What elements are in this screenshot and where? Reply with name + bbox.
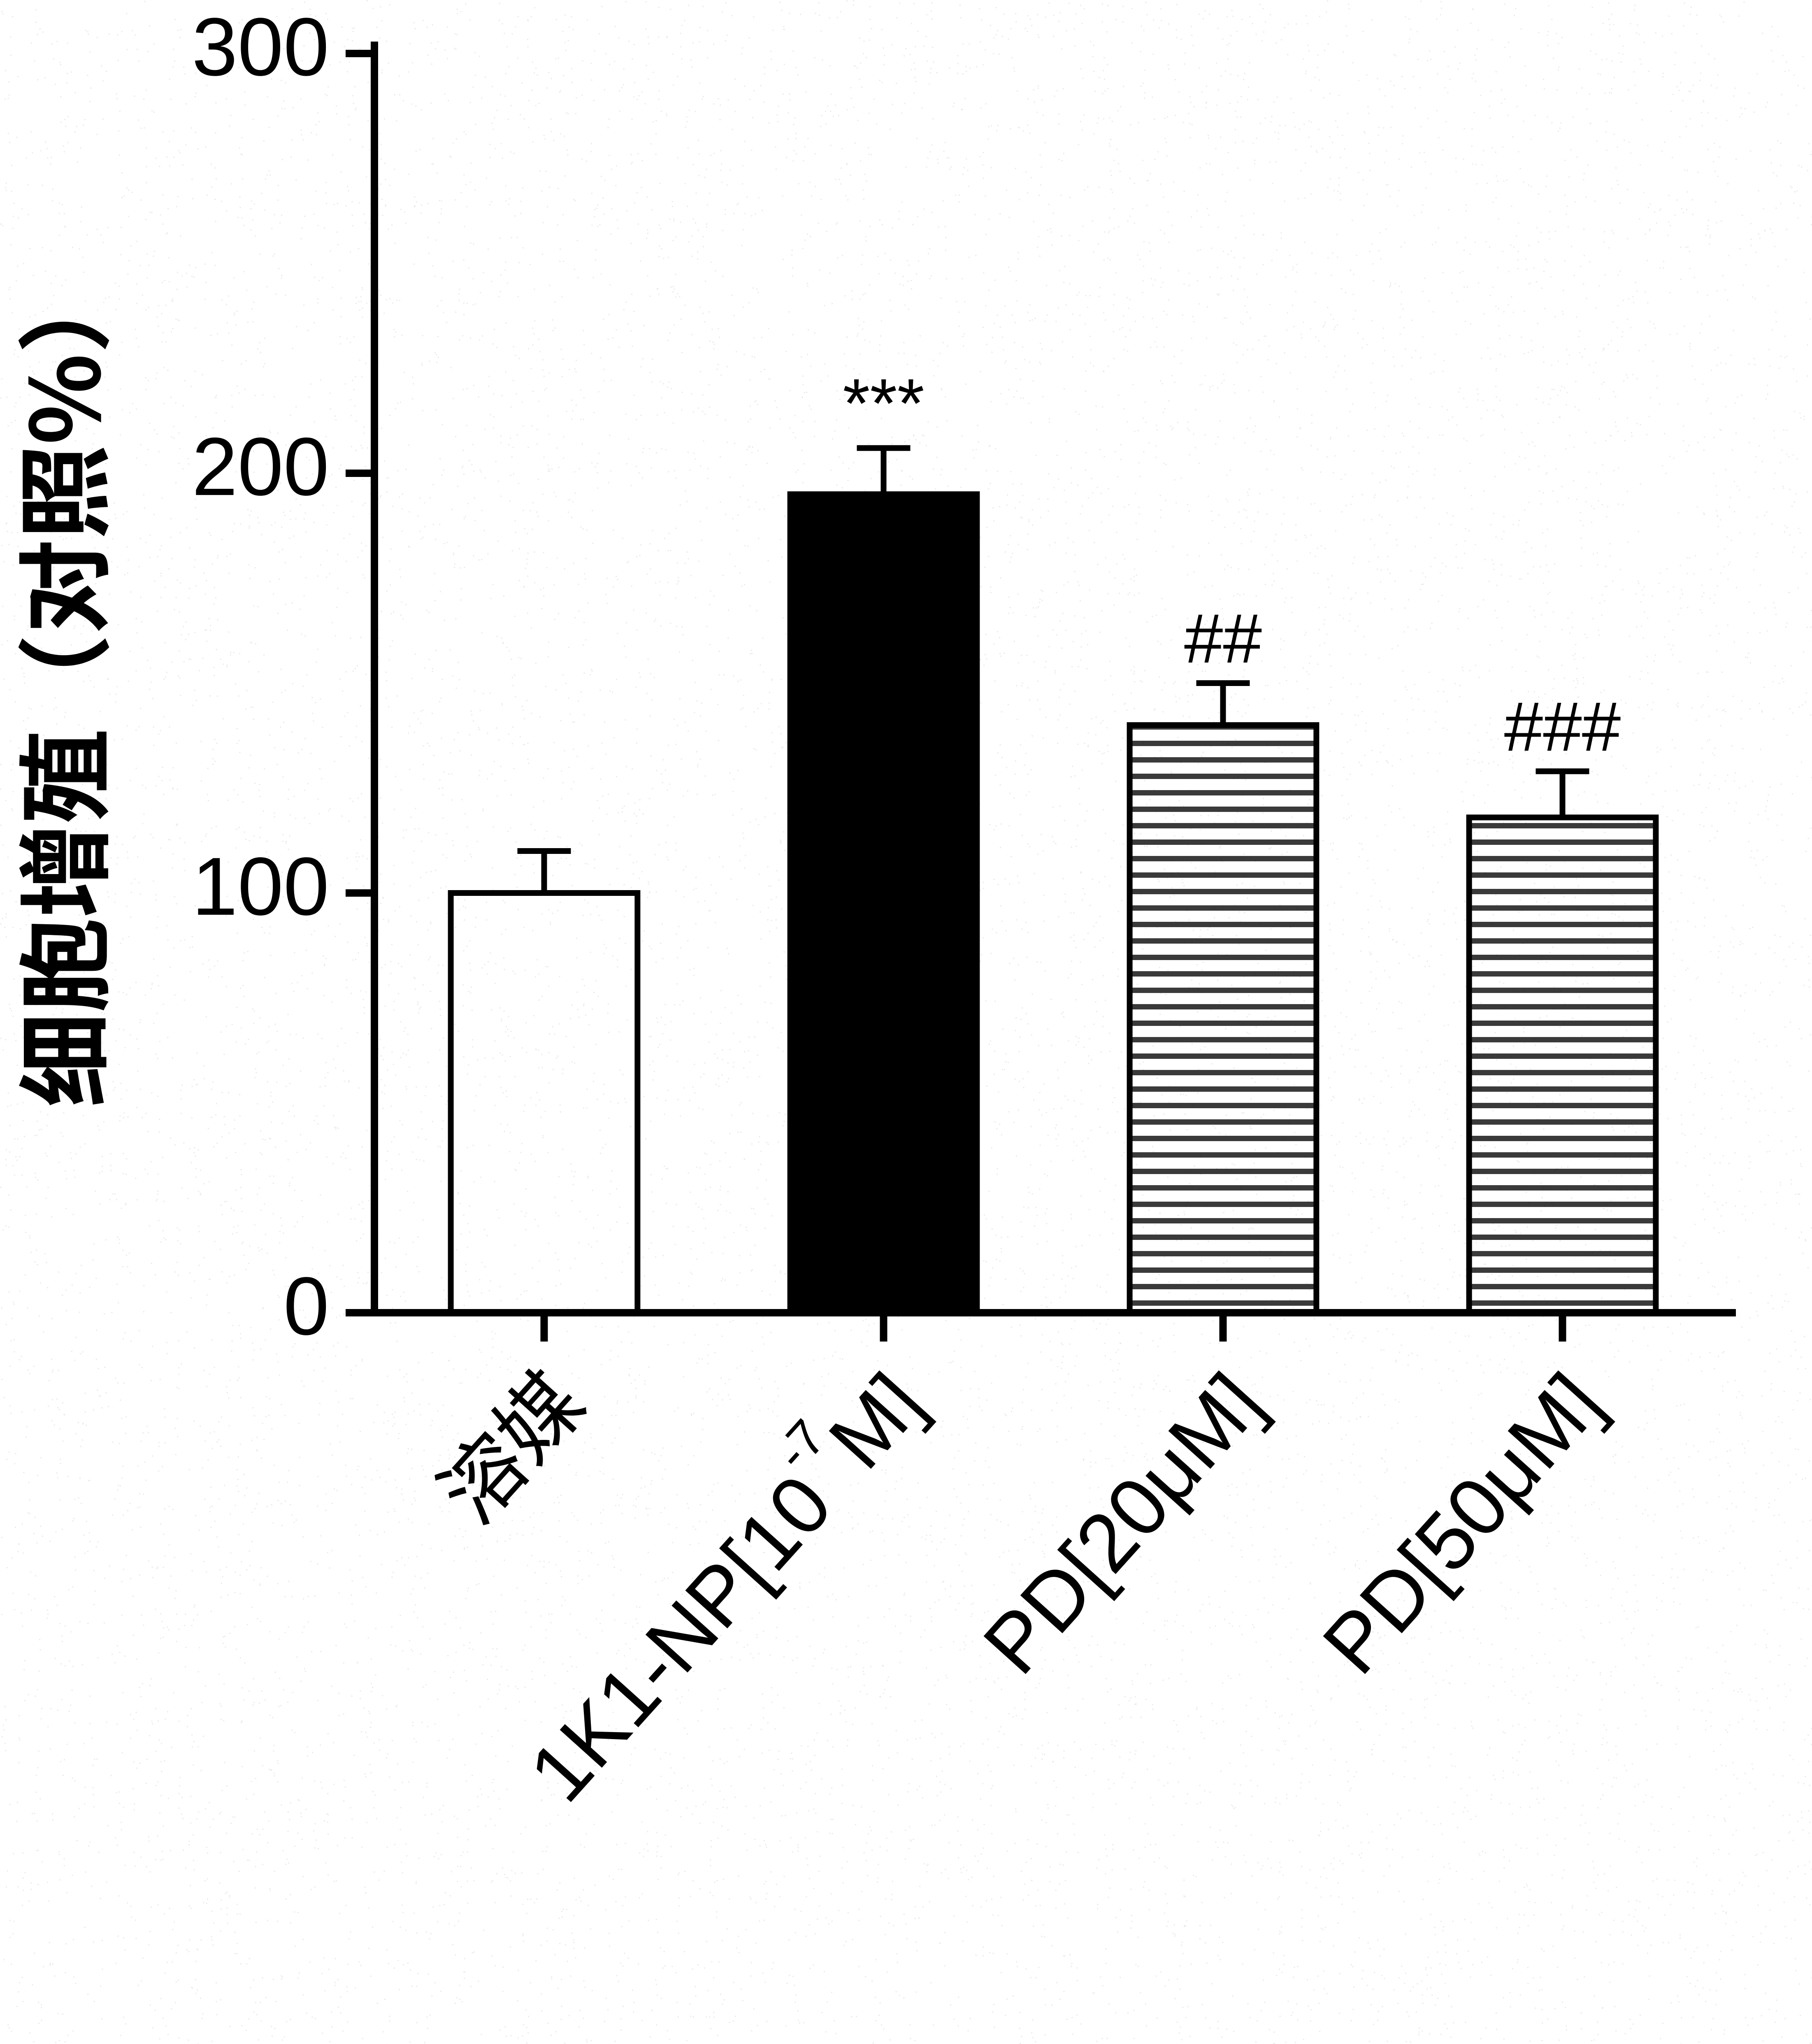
bar [1469,817,1656,1313]
bar-chart: 0100200300***#####溶媒1K1-NP[10-7M]PD[20μM… [0,0,1812,2044]
bar [1130,725,1317,1313]
bar [790,494,977,1313]
bar [451,893,638,1313]
svg-text:300: 300 [192,1,329,93]
svg-text:0: 0 [283,1260,329,1352]
significance-annotation: ### [1504,688,1621,766]
chart-svg: 0100200300***#####溶媒1K1-NP[10-7M]PD[20μM… [0,0,1812,2044]
x-category-label: PD[50μM] [1306,1356,1619,1691]
svg-text:200: 200 [192,421,329,513]
significance-annotation: ## [1184,600,1262,678]
y-axis-label: 细胞增殖（对照%） [0,259,127,1107]
svg-text:100: 100 [192,841,329,932]
x-category-label: 溶媒 [423,1356,601,1540]
significance-annotation: *** [843,365,924,443]
x-category-label: PD[20μM] [966,1356,1280,1691]
